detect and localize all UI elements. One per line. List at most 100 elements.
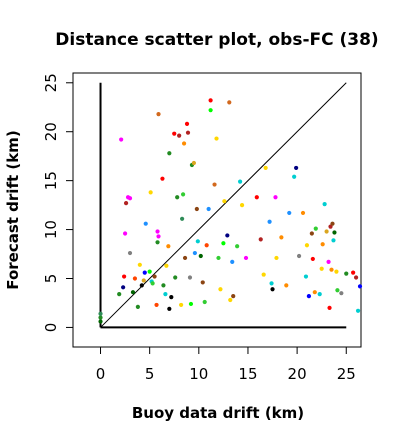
data-point	[320, 242, 325, 247]
data-point	[156, 234, 161, 239]
data-point	[188, 301, 194, 307]
data-point	[198, 253, 203, 259]
data-point	[208, 108, 213, 113]
data-point	[122, 231, 128, 236]
data-point	[303, 274, 309, 279]
data-point	[166, 244, 171, 249]
data-point	[141, 278, 146, 283]
data-point	[122, 274, 127, 279]
data-point	[192, 250, 197, 256]
data-point	[335, 288, 340, 293]
data-point	[163, 292, 168, 297]
data-point	[208, 98, 213, 103]
data-point	[119, 137, 124, 142]
x-tick-label: 15	[238, 365, 257, 383]
data-point	[267, 219, 272, 224]
data-point	[139, 283, 144, 288]
data-point	[147, 269, 152, 274]
data-point	[155, 229, 160, 234]
data-point	[221, 241, 226, 246]
data-point	[235, 244, 240, 249]
data-point	[239, 203, 245, 208]
data-point	[331, 238, 336, 243]
data-point	[228, 297, 233, 303]
x-axis-label: Buoy data drift (km)	[132, 404, 304, 422]
chart-title: Distance scatter plot, obs-FC (38)	[55, 30, 378, 50]
y-tick-label: 0	[42, 323, 60, 333]
data-point	[300, 210, 306, 216]
data-point	[227, 100, 232, 105]
data-point	[231, 294, 236, 299]
data-point	[243, 255, 249, 261]
data-point	[98, 315, 103, 320]
data-point	[180, 216, 185, 221]
data-point	[270, 287, 275, 292]
data-point	[222, 199, 227, 204]
data-point	[180, 192, 186, 197]
data-point	[179, 302, 184, 308]
data-point	[263, 165, 268, 171]
data-point	[154, 302, 159, 308]
data-point	[287, 210, 292, 216]
data-point	[156, 112, 161, 117]
data-point	[123, 201, 129, 206]
data-point	[327, 305, 332, 310]
data-point	[225, 233, 230, 238]
data-point	[98, 319, 103, 324]
data-point	[161, 283, 166, 288]
data-point	[164, 263, 169, 268]
data-point	[121, 285, 126, 290]
data-point	[339, 291, 344, 296]
data-point	[127, 250, 133, 256]
data-point	[304, 243, 310, 248]
data-point	[143, 221, 148, 226]
data-point	[312, 290, 317, 295]
y-tick-label: 10	[42, 220, 60, 239]
data-point	[155, 240, 160, 245]
y-axis-label: Forecast drift (km)	[4, 130, 22, 289]
data-point	[202, 299, 207, 305]
x-tick-label: 5	[145, 365, 155, 383]
data-point	[167, 151, 172, 156]
data-point	[160, 176, 165, 181]
data-point	[195, 239, 200, 244]
data-point	[184, 121, 190, 126]
x-tick-label: 0	[96, 365, 106, 383]
data-point	[142, 270, 147, 275]
data-point	[254, 195, 259, 200]
data-point	[344, 271, 349, 276]
data-point	[191, 160, 197, 166]
data-point	[258, 237, 263, 242]
x-tick-label: 25	[337, 365, 356, 383]
data-point	[167, 306, 172, 311]
data-point	[127, 196, 133, 201]
data-point	[310, 256, 315, 262]
data-point	[135, 304, 140, 309]
reference-line-diagonal	[100, 82, 347, 328]
data-point	[173, 275, 178, 280]
data-point	[330, 221, 335, 226]
data-point	[181, 141, 187, 146]
x-tick-label: 20	[288, 365, 307, 383]
data-point	[332, 230, 337, 235]
data-point	[137, 262, 142, 267]
y-tick-label: 25	[42, 73, 60, 92]
data-point	[334, 269, 339, 274]
data-point	[284, 283, 289, 288]
data-point	[296, 253, 302, 259]
data-point	[218, 287, 223, 292]
data-point	[182, 255, 188, 261]
plot-area	[72, 72, 363, 348]
plot-frame	[72, 72, 362, 348]
data-point	[274, 255, 279, 261]
data-point	[329, 267, 334, 272]
data-point	[169, 294, 174, 300]
data-point	[204, 243, 209, 248]
data-point	[150, 281, 155, 286]
data-point	[206, 206, 211, 212]
data-point	[148, 190, 153, 195]
y-axis: 0 5 10 15 20 25	[42, 73, 73, 332]
data-point	[175, 195, 180, 200]
data-point	[326, 259, 331, 264]
x-tick-label: 10	[189, 365, 208, 383]
